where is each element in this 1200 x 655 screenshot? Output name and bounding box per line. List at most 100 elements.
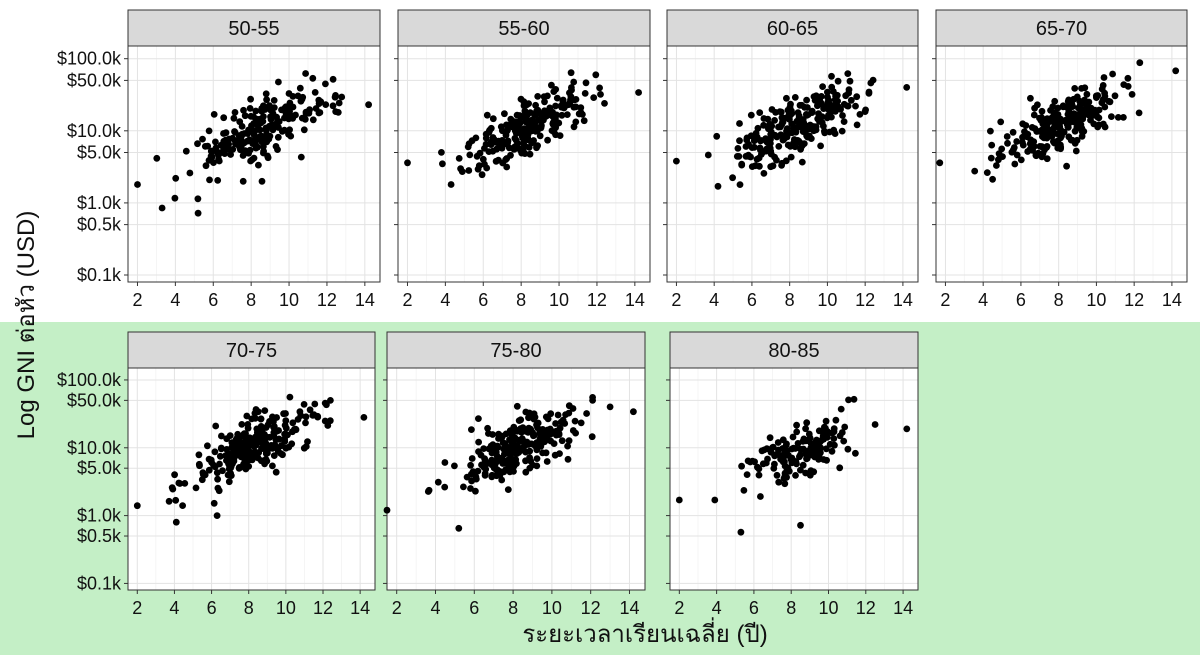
data-point xyxy=(1019,120,1027,128)
data-point xyxy=(475,162,483,170)
data-point xyxy=(817,142,824,150)
data-point xyxy=(1101,103,1109,111)
facet-strip xyxy=(127,9,381,47)
data-point xyxy=(568,84,575,91)
data-point xyxy=(1076,97,1083,105)
data-point xyxy=(514,443,522,450)
data-point xyxy=(1111,92,1119,100)
data-point xyxy=(511,456,518,463)
panel-background xyxy=(669,367,919,591)
data-point xyxy=(252,437,260,444)
data-point xyxy=(1055,118,1063,125)
facet-strip xyxy=(669,331,919,369)
data-point xyxy=(220,114,228,122)
data-point xyxy=(1071,127,1079,135)
data-point xyxy=(302,413,310,421)
data-point xyxy=(542,449,550,457)
data-point xyxy=(263,96,270,104)
x-tick-label: 14 xyxy=(893,290,913,310)
data-point xyxy=(227,151,235,158)
data-point xyxy=(783,94,790,102)
data-point xyxy=(539,116,547,124)
data-point xyxy=(1094,123,1102,131)
facet-strip-label: 50-55 xyxy=(228,18,279,40)
y-tick-label: $10.0k xyxy=(67,121,122,141)
data-point xyxy=(1079,115,1087,123)
data-point xyxy=(516,112,523,119)
data-point xyxy=(543,458,551,465)
data-point xyxy=(247,157,255,165)
data-point xyxy=(797,144,805,152)
data-point xyxy=(468,477,475,485)
data-point xyxy=(1109,70,1116,78)
x-tick-label: 8 xyxy=(1054,290,1064,310)
data-point xyxy=(1026,145,1034,153)
data-point xyxy=(246,105,254,112)
data-point xyxy=(488,449,496,457)
data-point xyxy=(1099,96,1107,103)
data-point xyxy=(322,80,329,88)
data-point xyxy=(275,78,282,86)
data-point xyxy=(1114,114,1122,121)
data-point xyxy=(1051,97,1059,105)
data-point xyxy=(285,90,293,97)
facet-strip-label: 80-85 xyxy=(768,340,819,362)
data-point xyxy=(472,134,480,142)
data-point xyxy=(769,443,777,451)
data-point xyxy=(775,123,782,131)
data-point xyxy=(211,448,219,456)
data-point xyxy=(995,156,1002,164)
x-tick-label: 2 xyxy=(402,290,412,310)
data-point xyxy=(824,93,831,101)
data-point xyxy=(541,98,548,106)
data-point xyxy=(1043,143,1051,150)
data-point xyxy=(588,433,596,441)
data-point xyxy=(566,89,573,97)
x-tick-label: 12 xyxy=(581,598,601,618)
panel-border xyxy=(127,367,376,591)
data-point xyxy=(220,144,228,152)
data-point xyxy=(236,118,244,126)
data-point xyxy=(289,419,297,427)
data-point xyxy=(987,127,994,135)
data-point xyxy=(788,445,796,453)
data-point xyxy=(226,462,234,470)
data-point xyxy=(277,450,285,457)
data-point xyxy=(558,111,566,119)
data-point xyxy=(713,132,721,140)
data-point xyxy=(853,93,861,101)
data-point xyxy=(556,424,564,432)
data-point xyxy=(522,448,529,456)
data-point xyxy=(798,158,806,166)
panel-background xyxy=(397,45,651,283)
data-point xyxy=(267,113,274,121)
x-tick-label: 2 xyxy=(132,598,142,618)
data-point xyxy=(1038,153,1046,161)
panel-border xyxy=(935,45,1188,283)
data-point xyxy=(756,109,764,116)
data-point xyxy=(787,153,795,161)
data-point xyxy=(526,109,534,116)
data-point xyxy=(287,132,295,140)
data-point xyxy=(226,432,234,439)
data-point xyxy=(250,113,257,120)
data-point xyxy=(791,94,799,101)
data-point xyxy=(790,136,798,143)
data-point xyxy=(441,483,449,491)
data-point xyxy=(842,92,850,100)
data-point xyxy=(467,485,474,492)
data-point xyxy=(480,445,488,452)
data-point xyxy=(270,452,278,459)
data-point xyxy=(1071,85,1079,92)
data-point xyxy=(865,88,873,96)
data-point xyxy=(489,115,497,123)
data-point xyxy=(1033,128,1041,135)
data-point xyxy=(133,502,141,510)
data-point xyxy=(772,451,780,459)
data-point xyxy=(1124,83,1132,90)
data-point xyxy=(495,430,502,438)
data-point xyxy=(300,401,308,408)
data-point xyxy=(533,462,541,470)
data-point xyxy=(300,444,308,452)
panel-background xyxy=(386,367,646,591)
